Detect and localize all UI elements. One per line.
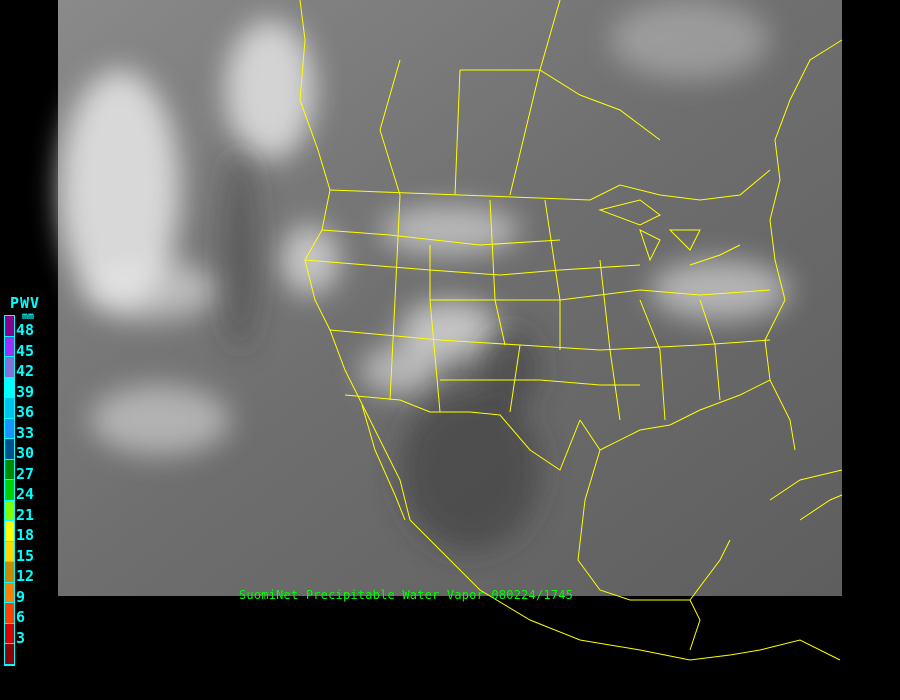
legend-label: 12 xyxy=(16,567,35,585)
legend-swatch xyxy=(5,377,14,398)
legend-label: 39 xyxy=(16,382,35,401)
legend-label: 48 xyxy=(16,321,35,339)
legend-swatch xyxy=(5,603,14,624)
legend-unit: mm xyxy=(22,311,35,322)
legend-swatch xyxy=(5,644,14,665)
pwv-color-scale xyxy=(4,315,15,666)
legend-swatch xyxy=(5,439,14,460)
legend-swatch xyxy=(5,541,14,562)
legend-swatch xyxy=(5,521,14,542)
legend-label: 21 xyxy=(16,505,35,524)
legend-title: PWV xyxy=(10,294,41,312)
dark-regions xyxy=(220,150,540,550)
legend-swatch xyxy=(5,336,14,357)
state-country-borders xyxy=(299,0,843,661)
cloud-cover xyxy=(60,0,790,455)
legend-label: 3 xyxy=(16,628,26,647)
legend-swatch xyxy=(5,459,14,480)
legend-label: 42 xyxy=(16,362,35,380)
legend-swatch xyxy=(5,562,14,583)
legend-swatch xyxy=(5,418,14,439)
legend-swatch xyxy=(5,500,14,521)
map-caption: SuomiNet Precipitable Water Vapor 080224… xyxy=(239,588,574,602)
legend-swatch xyxy=(5,357,14,378)
legend-label: 9 xyxy=(16,587,26,606)
legend-label: 15 xyxy=(16,546,35,565)
legend-swatch xyxy=(5,582,14,603)
legend-label: 33 xyxy=(16,423,35,442)
legend-label: 45 xyxy=(16,341,35,360)
legend-label: 24 xyxy=(16,485,35,503)
legend-swatch xyxy=(5,398,14,419)
legend-label: 27 xyxy=(16,464,35,483)
legend-label: 36 xyxy=(16,403,35,421)
legend-label: 30 xyxy=(16,444,35,462)
legend-swatch xyxy=(5,623,14,644)
legend-label: 18 xyxy=(16,526,35,544)
legend-label: 6 xyxy=(16,608,26,626)
legend-swatch xyxy=(5,480,14,501)
legend-swatch xyxy=(5,316,14,337)
